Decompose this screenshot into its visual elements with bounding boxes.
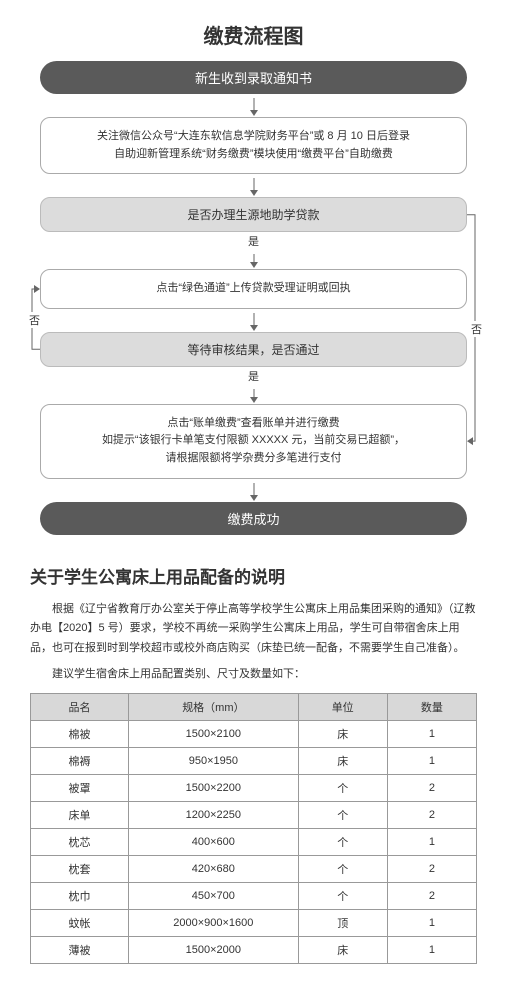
table-cell: 个 (298, 855, 387, 882)
table-cell: 顶 (298, 909, 387, 936)
flow-step3: 点击“账单缴费”查看账单并进行缴费如提示“该银行卡单笔支付限额 XXXXX 元，… (40, 404, 467, 479)
flowchart: 新生收到录取通知书 关注微信公众号“大连东软信息学院财务平台”或 8 月 10 … (30, 61, 477, 535)
table-cell: 1200×2250 (129, 801, 298, 828)
table-row: 棉被1500×2100床1 (31, 720, 477, 747)
table-cell: 1500×2200 (129, 774, 298, 801)
table-header: 单位 (298, 693, 387, 720)
table-cell: 棉被 (31, 720, 129, 747)
table-cell: 1 (387, 747, 476, 774)
table-cell: 个 (298, 828, 387, 855)
arrow (30, 385, 477, 404)
table-cell: 枕芯 (31, 828, 129, 855)
table-row: 薄被1500×2000床1 (31, 936, 477, 963)
table-row: 枕芯400×600个1 (31, 828, 477, 855)
section-title: 关于学生公寓床上用品配备的说明 (30, 563, 477, 588)
arrow (30, 309, 477, 332)
table-cell: 1500×2100 (129, 720, 298, 747)
table-cell: 1 (387, 936, 476, 963)
table-cell: 400×600 (129, 828, 298, 855)
table-cell: 床单 (31, 801, 129, 828)
arrow (30, 250, 477, 269)
table-cell: 2 (387, 801, 476, 828)
table-cell: 1 (387, 909, 476, 936)
arrow (30, 174, 477, 197)
flow-step1: 关注微信公众号“大连东软信息学院财务平台”或 8 月 10 日后登录自助迎新管理… (40, 117, 467, 174)
flow-end: 缴费成功 (40, 502, 467, 535)
label-yes: 是 (30, 232, 477, 250)
table-row: 枕套420×680个2 (31, 855, 477, 882)
table-cell: 2 (387, 882, 476, 909)
flowchart-title: 缴费流程图 (30, 20, 477, 49)
flow-decision2: 等待审核结果，是否通过 (40, 332, 467, 367)
table-header: 数量 (387, 693, 476, 720)
flow-step2: 点击“绿色通道”上传贷款受理证明或回执 (40, 269, 467, 309)
table-row: 枕巾450×700个2 (31, 882, 477, 909)
table-row: 蚊帐2000×900×1600顶1 (31, 909, 477, 936)
table-cell: 枕巾 (31, 882, 129, 909)
table-cell: 2000×900×1600 (129, 909, 298, 936)
table-header: 品名 (31, 693, 129, 720)
table-cell: 床 (298, 747, 387, 774)
label-no-left: 否 (27, 312, 42, 328)
table-cell: 2 (387, 774, 476, 801)
table-cell: 床 (298, 936, 387, 963)
paragraph-2: 建议学生宿舍床上用品配置类别、尺寸及数量如下： (30, 665, 477, 685)
table-cell: 蚊帐 (31, 909, 129, 936)
table-row: 被罩1500×2200个2 (31, 774, 477, 801)
table-cell: 1 (387, 828, 476, 855)
bedding-table: 品名规格（mm）单位数量 棉被1500×2100床1棉褥950×1950床1被罩… (30, 693, 477, 964)
flow-decision1: 是否办理生源地助学贷款 (40, 197, 467, 232)
paragraph-1: 根据《辽宁省教育厅办公室关于停止高等学校学生公寓床上用品集团采购的通知》（辽教办… (30, 600, 477, 659)
table-cell: 950×1950 (129, 747, 298, 774)
table-row: 棉褥950×1950床1 (31, 747, 477, 774)
table-cell: 床 (298, 720, 387, 747)
label-no-right: 否 (469, 321, 484, 337)
table-cell: 2 (387, 855, 476, 882)
table-cell: 个 (298, 774, 387, 801)
table-cell: 个 (298, 801, 387, 828)
table-cell: 1500×2000 (129, 936, 298, 963)
table-row: 床单1200×2250个2 (31, 801, 477, 828)
arrow (30, 479, 477, 502)
table-cell: 薄被 (31, 936, 129, 963)
arrow (30, 94, 477, 117)
table-cell: 棉褥 (31, 747, 129, 774)
table-cell: 被罩 (31, 774, 129, 801)
table-cell: 420×680 (129, 855, 298, 882)
table-header: 规格（mm） (129, 693, 298, 720)
flow-start: 新生收到录取通知书 (40, 61, 467, 94)
table-cell: 个 (298, 882, 387, 909)
table-cell: 450×700 (129, 882, 298, 909)
table-cell: 枕套 (31, 855, 129, 882)
table-cell: 1 (387, 720, 476, 747)
label-yes: 是 (30, 367, 477, 385)
